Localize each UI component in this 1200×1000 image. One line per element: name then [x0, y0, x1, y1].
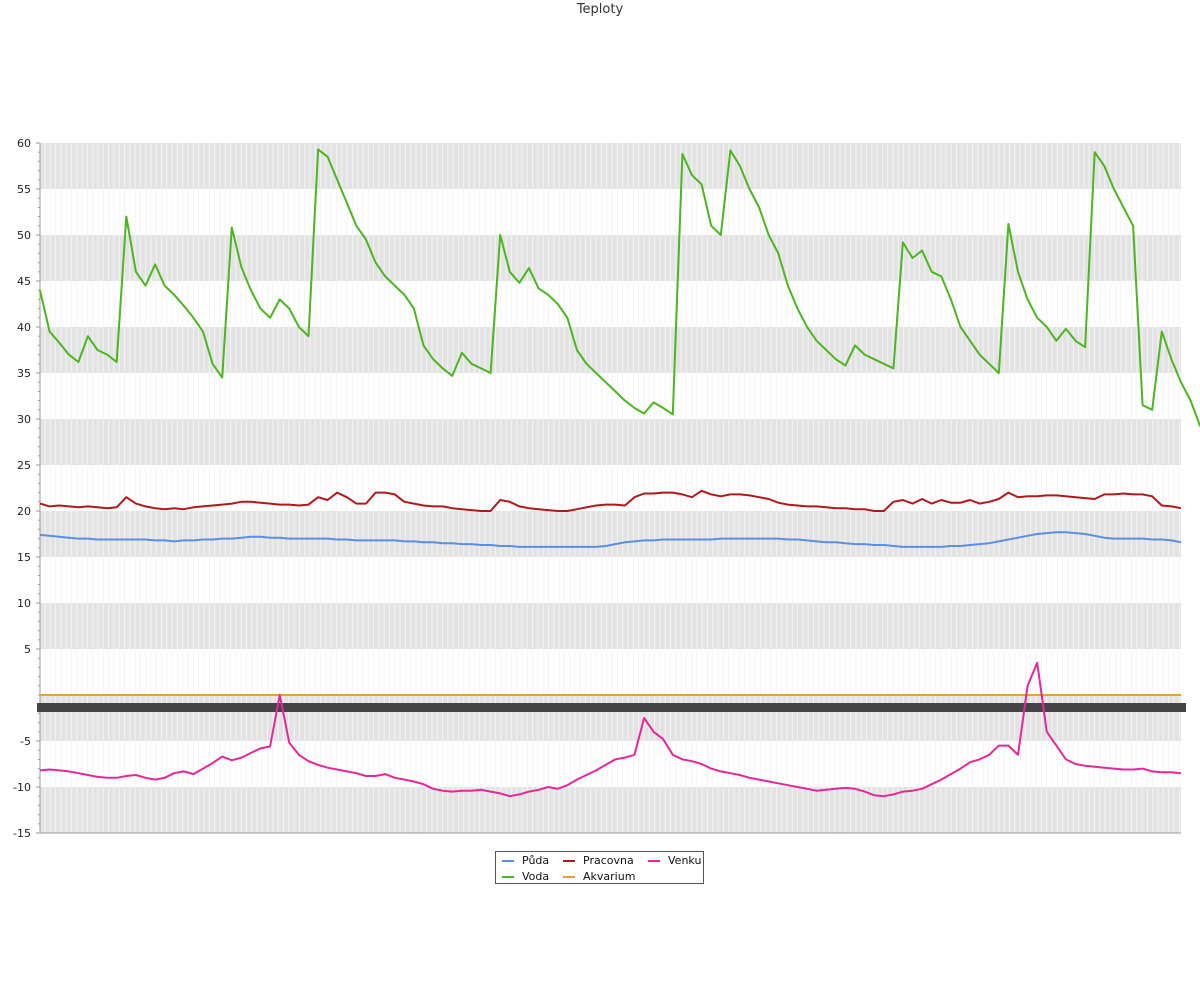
y-tick-label: 60 [17, 137, 31, 150]
y-tick-label: 5 [24, 643, 31, 656]
legend-item-puda: Půda [502, 854, 549, 867]
series-line-puda [39, 531, 1182, 548]
legend-swatch-puda [502, 859, 514, 862]
legend-swatch-voda [502, 875, 514, 878]
y-tick-label: 35 [17, 367, 31, 380]
legend: Půda Pracovna Venku Voda Akvarium [495, 851, 704, 884]
y-tick-label: 15 [17, 551, 31, 564]
legend-swatch-akvarium [563, 875, 575, 878]
legend-label-puda: Půda [522, 854, 550, 867]
y-tick-label: 20 [17, 505, 31, 518]
y-tick-label: 25 [17, 459, 31, 472]
series-line-venku [39, 661, 1182, 798]
chart-title: Teploty [576, 2, 624, 17]
legend-label-venku: Venku [668, 854, 702, 867]
y-tick-label: -15 [13, 827, 31, 840]
legend-label-akvarium: Akvarium [583, 870, 636, 883]
legend-swatch-pracovna [563, 859, 575, 862]
y-tick-label: 30 [17, 413, 31, 426]
legend-item-pracovna: Pracovna [563, 854, 634, 867]
y-tick-label: 45 [17, 275, 31, 288]
y-tick-label: 40 [17, 321, 31, 334]
legend-label-voda: Voda [522, 870, 550, 883]
legend-swatch-venku [648, 859, 660, 862]
y-tick-label: 55 [17, 183, 31, 196]
y-tick-label: 10 [17, 597, 31, 610]
series-line-voda [39, 148, 1200, 427]
y-tick-label: -10 [13, 781, 31, 794]
legend-item-venku: Venku [648, 854, 701, 867]
legend-item-voda: Voda [502, 870, 549, 883]
legend-label-pracovna: Pracovna [583, 854, 634, 867]
x-axis-category-strip [37, 703, 1186, 712]
series-line-pracovna [39, 489, 1182, 512]
y-tick-label: 50 [17, 229, 31, 242]
legend-item-akvarium: Akvarium [563, 870, 635, 883]
y-tick-label: -5 [20, 735, 31, 748]
